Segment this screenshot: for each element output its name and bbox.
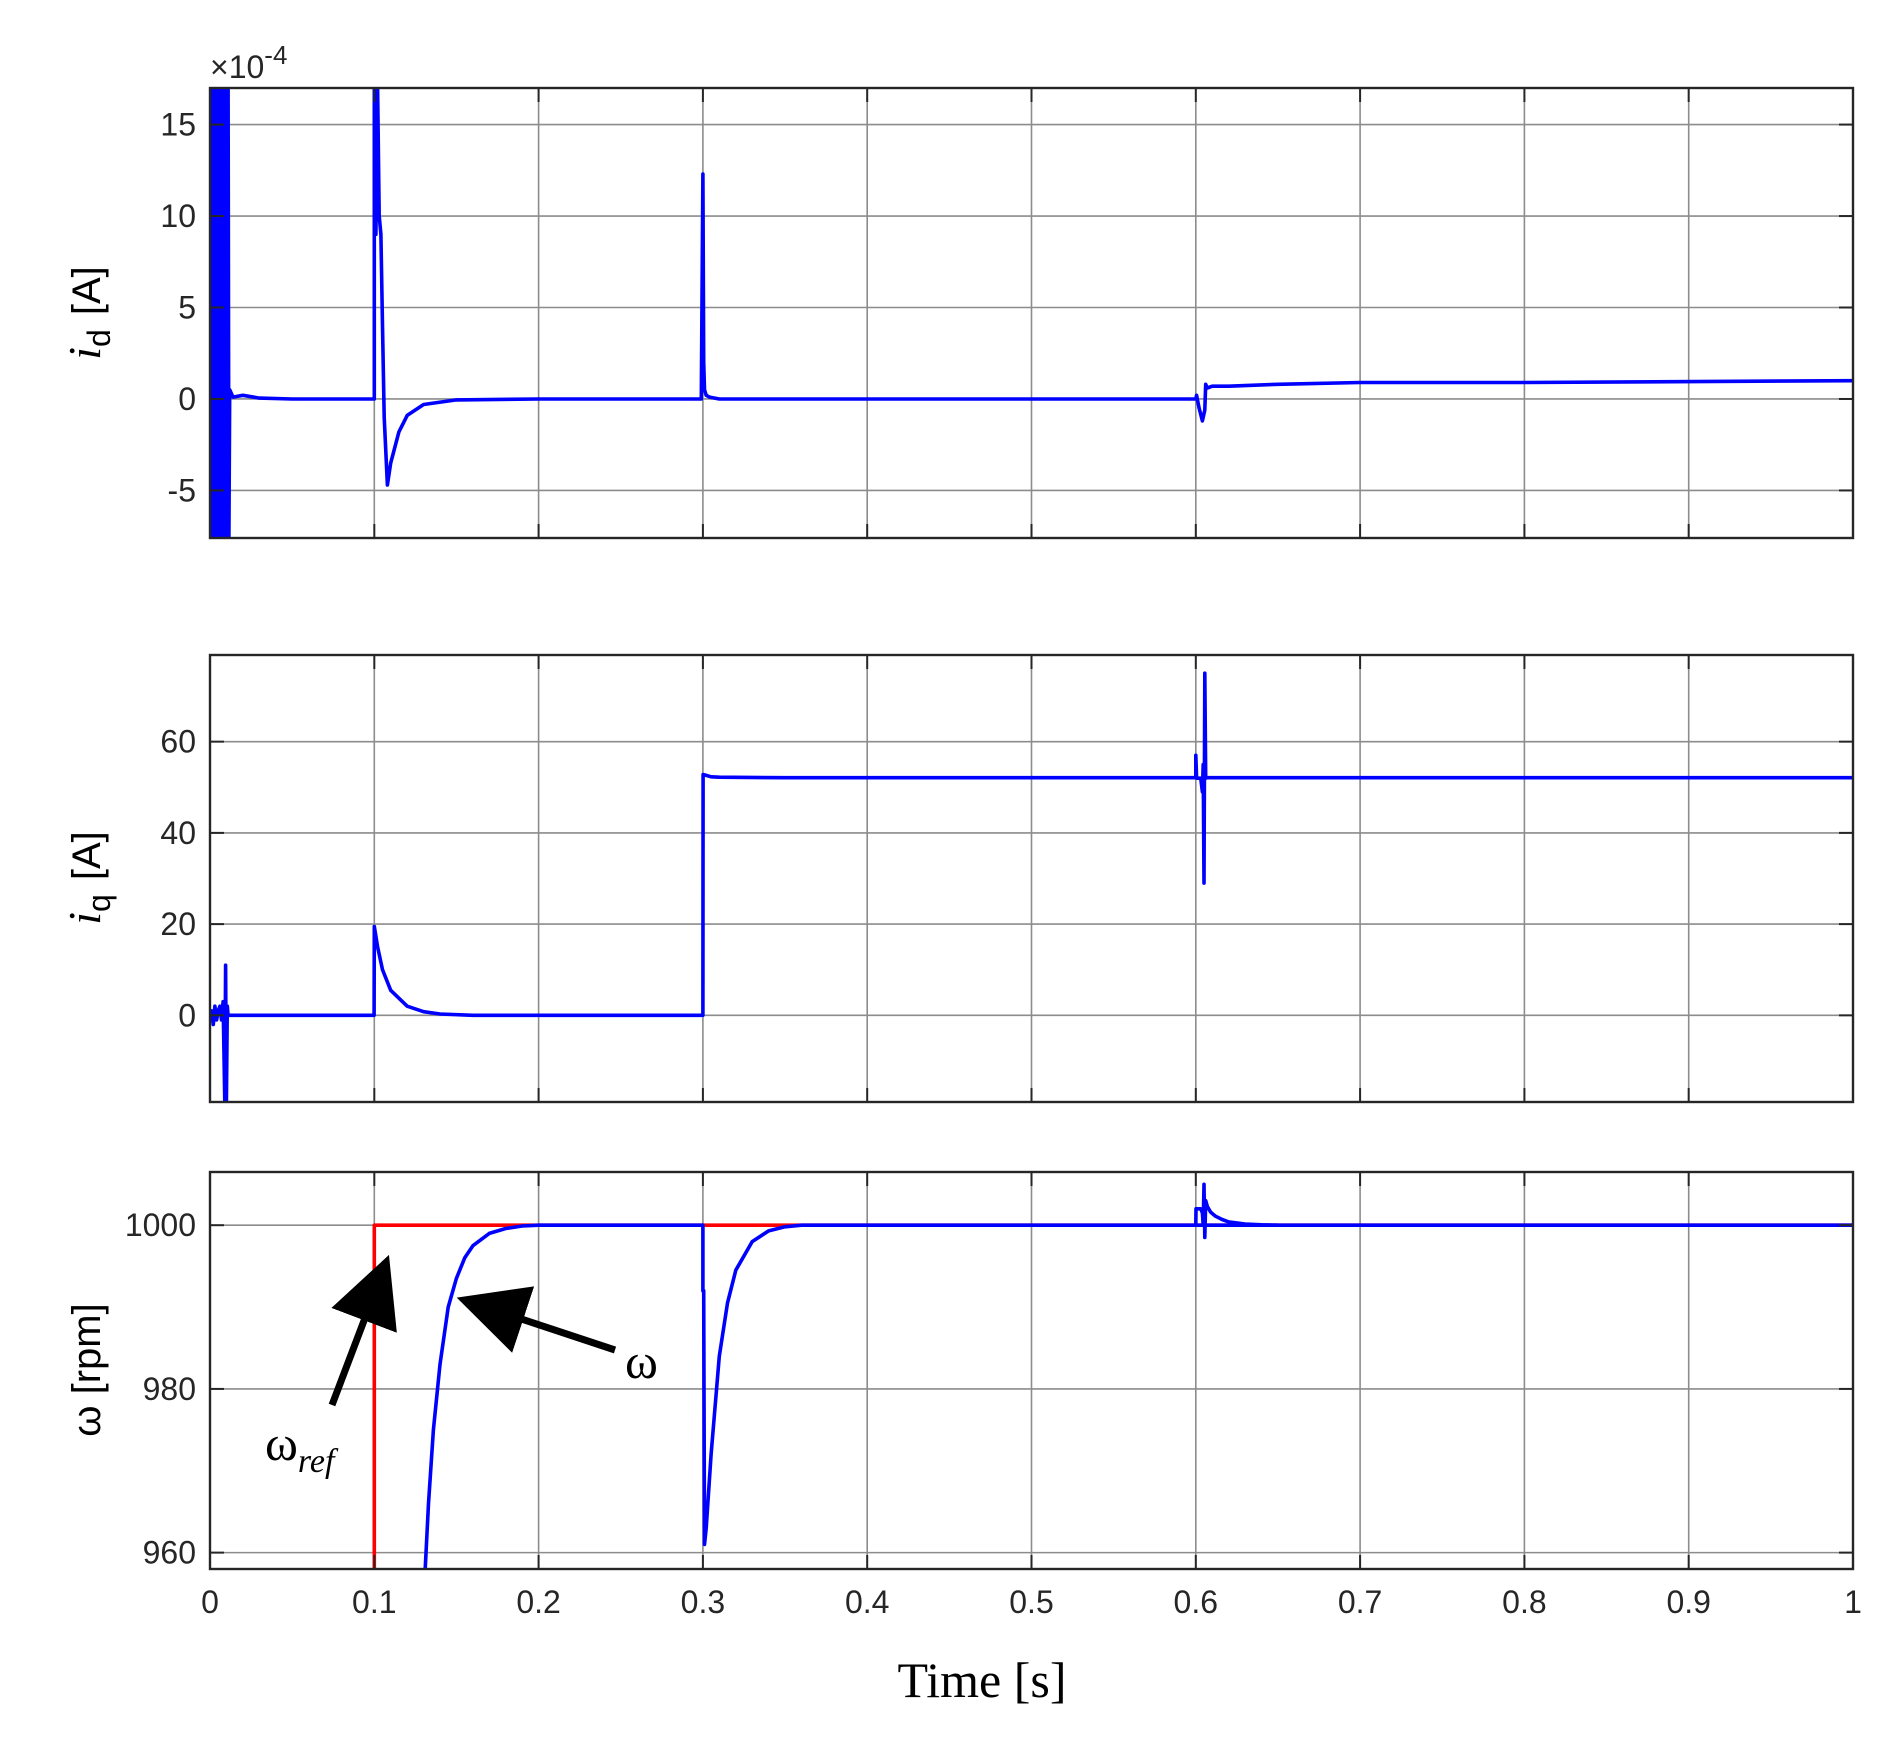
xtick-label: 0.9	[1666, 1584, 1710, 1620]
ylabel-id-main: i	[59, 347, 110, 360]
exponent-power: -4	[264, 40, 287, 70]
ytick-label: 60	[160, 724, 196, 760]
annotation-omega-ref: ωref	[265, 1415, 339, 1480]
ylabel-iq-main: i	[59, 912, 110, 925]
panel-id-ylabel: id [A]	[59, 266, 117, 359]
panel-id: -5 0 5 10 15 ×10-4 id [A]	[59, 40, 1855, 540]
ytick-label: 980	[143, 1371, 196, 1407]
series--	[423, 1223, 1853, 1569]
xtick-label: 0	[201, 1584, 219, 1620]
series-panel-1	[210, 671, 1853, 1102]
ylabel-iq-sub: q	[81, 894, 117, 912]
xtick-label: 1	[1844, 1584, 1862, 1620]
ytick-label: 0	[178, 997, 196, 1033]
panel-iq-yticks: 0 20 40 60	[160, 655, 1854, 1102]
annotation-omega: ω	[625, 1333, 658, 1389]
xtick-label: 0.3	[681, 1584, 725, 1620]
ytick-label: 20	[160, 906, 196, 942]
ylabel-iq-unit: [A]	[65, 831, 109, 880]
panel-iq-grid	[210, 655, 1853, 1102]
series--disturbance	[1194, 1182, 1279, 1240]
ytick-label: 10	[160, 198, 196, 234]
xtick-label: 0.1	[352, 1584, 396, 1620]
panel-omega-grid	[210, 1172, 1853, 1569]
xtick-label: 0.5	[1009, 1584, 1053, 1620]
ylabel-id-unit: [A]	[65, 266, 109, 315]
ytick-label: 960	[143, 1535, 196, 1571]
annotation-omega-ref-arrow	[328, 1254, 397, 1407]
annotation-omega-ref-sub: ref	[298, 1443, 339, 1480]
ytick-label: 0	[178, 381, 196, 417]
panel-omega-yticks: 960 980 1000	[125, 1172, 1854, 1571]
series-panel-0	[210, 88, 1853, 538]
panel-omega: 960 980 1000 0 0.1 0.2 0.3 0.4 0.5 0.6 0.7 0.8 0.9 1…	[65, 1170, 1862, 1708]
xtick-label: 0.2	[516, 1584, 560, 1620]
xtick-label: 0.6	[1174, 1584, 1218, 1620]
ytick-label: 15	[160, 107, 196, 143]
xtick-label: 0.7	[1338, 1584, 1382, 1620]
panel-iq-ylabel: iq [A]	[59, 831, 117, 924]
ytick-label: 1000	[125, 1207, 196, 1243]
xtick-label: 0.4	[845, 1584, 889, 1620]
panel-omega-ylabel: ω [rpm]	[65, 1303, 109, 1436]
panel-omega-series	[372, 1182, 1853, 1569]
panel-id-exponent: ×10-4	[210, 40, 287, 85]
panel-omega-xticks: 0 0.1 0.2 0.3 0.4 0.5 0.6 0.7 0.8 0.9 1	[201, 1584, 1862, 1620]
panel-iq-series	[210, 671, 1853, 1102]
panel-id-series	[210, 88, 1853, 538]
ytick-label: 40	[160, 815, 196, 851]
panel-iq: 0 20 40 60 iq [A]	[59, 653, 1855, 1104]
annotation-omega-ref-main: ω	[265, 1415, 298, 1471]
x-axis-label: Time [s]	[897, 1652, 1066, 1708]
panel-id-grid	[210, 88, 1853, 538]
ylabel-id-sub: d	[81, 329, 117, 347]
ytick-label: -5	[168, 472, 196, 508]
exponent-prefix: ×10	[210, 49, 264, 85]
xtick-label: 0.8	[1502, 1584, 1546, 1620]
annotation-omega-arrow	[456, 1286, 617, 1354]
series--ref	[372, 1223, 1853, 1569]
panel-id-yticks: -5 0 5 10 15	[160, 88, 1854, 538]
ytick-label: 5	[178, 290, 196, 326]
